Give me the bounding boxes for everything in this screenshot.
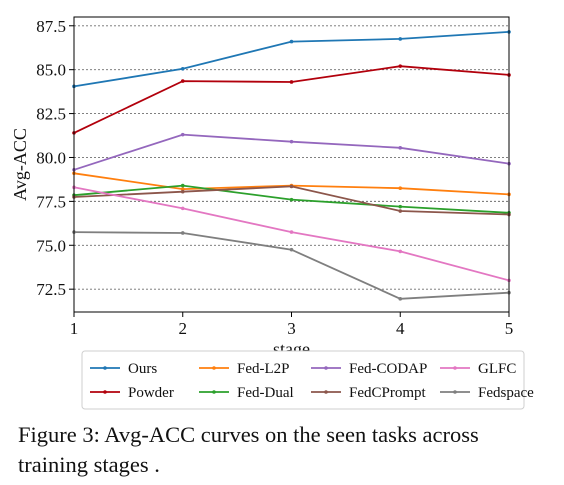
legend-label-fedcprompt: FedCPrompt — [349, 385, 427, 401]
axis-ticks: 72.5 75.0 77.5 80.0 82.5 85.0 87.5 1 2 3 4 5 — [36, 17, 513, 338]
data-point-powder — [398, 64, 403, 68]
x-tick-label: 4 — [396, 319, 405, 338]
data-point-glfc — [398, 249, 403, 254]
legend: Ours Powder Fed-L2P Fed-Dual Fed-CODAP FedCPr… — [81, 350, 534, 410]
data-point-ours — [180, 67, 185, 71]
data-point-fed-codap — [289, 139, 294, 144]
legend-label-glfc: GLFC — [478, 361, 516, 377]
legend-frame — [81, 350, 525, 410]
legend-label-fed-dual: Fed-Dual — [237, 385, 294, 401]
data-point-glfc — [289, 230, 294, 234]
data-point-fedspace — [398, 297, 403, 301]
data-point-powder — [180, 79, 185, 83]
data-point-fedspace — [180, 231, 185, 235]
y-tick-label: 75.0 — [36, 236, 66, 255]
data-point-ours — [289, 39, 294, 44]
data-point-fed-dual — [398, 204, 403, 209]
legend-label-fed-codap: Fed-CODAP — [349, 361, 427, 377]
data-point-fedcprompt — [289, 184, 294, 189]
legend-marker-powder — [103, 390, 107, 394]
legend-marker-fed-dual — [212, 390, 216, 394]
x-tick-label: 2 — [179, 319, 188, 338]
y-axis-label: Avg-ACC — [10, 128, 30, 201]
x-tick-label: 1 — [70, 319, 79, 338]
data-point-fedcprompt — [398, 209, 403, 213]
data-point-glfc — [180, 206, 185, 211]
data-point-fed-l2p — [180, 187, 185, 191]
legend-label-powder: Powder — [128, 385, 174, 401]
y-tick-label: 85.0 — [36, 61, 66, 80]
legend-marker-fed-l2p — [212, 366, 216, 370]
series-lines — [72, 30, 511, 301]
data-point-fed-codap — [180, 132, 185, 137]
x-tick-label: 5 — [505, 319, 514, 338]
line-chart: 72.575.077.580.082.585.087.51 2 3 4 5 stage … — [10, 16, 534, 410]
legend-marker-glfc — [453, 366, 457, 370]
data-point-fedspace — [289, 247, 294, 252]
data-point-powder — [289, 80, 294, 84]
legend-label-fed-l2p: Fed-L2P — [237, 361, 290, 377]
y-tick-label: 80.0 — [36, 148, 66, 167]
legend-label-ours: Ours — [128, 361, 157, 377]
data-point-fedcprompt — [180, 189, 185, 194]
legend-label-fedspace: Fedspace — [478, 385, 534, 401]
y-tick-label: 82.5 — [36, 105, 66, 124]
legend-marker-fedcprompt — [324, 390, 328, 394]
x-tick-label: 3 — [287, 319, 296, 338]
y-tick-label: 87.5 — [36, 17, 66, 36]
legend-marker-fed-codap — [324, 366, 328, 370]
legend-marker-ours — [103, 366, 107, 370]
figure-caption: Figure 3: Avg-ACC curves on the seen tas… — [18, 422, 479, 477]
data-point-fed-l2p — [398, 186, 403, 191]
data-point-fed-codap — [398, 146, 403, 150]
y-tick-label: 72.5 — [36, 280, 66, 299]
data-point-fed-dual — [180, 183, 185, 188]
data-point-ours — [398, 37, 403, 41]
legend-marker-fedspace — [453, 390, 457, 394]
y-tick-label: 77.5 — [36, 192, 66, 211]
data-point-fed-dual — [289, 197, 294, 202]
plot-frame — [73, 16, 510, 313]
